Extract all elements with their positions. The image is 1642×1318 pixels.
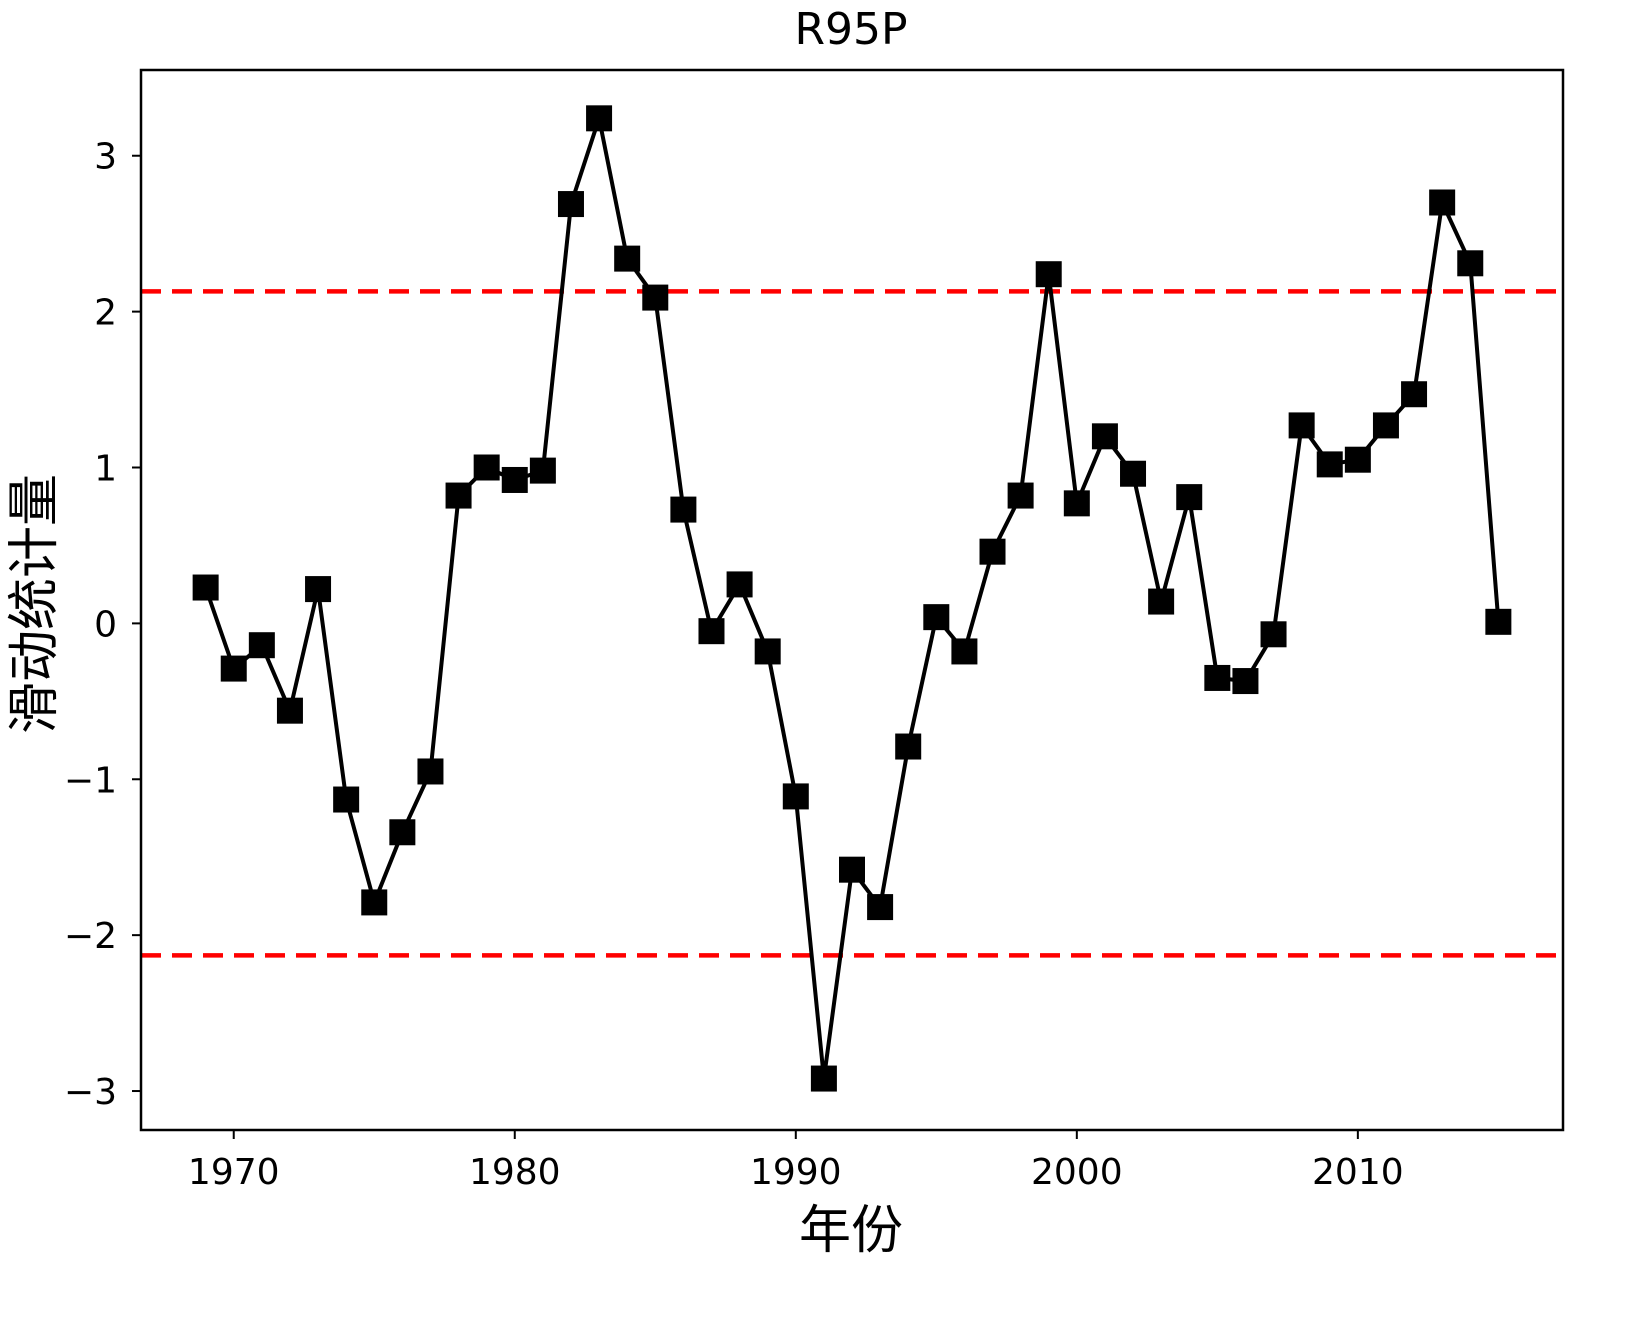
data-point-1984: [614, 245, 641, 272]
data-point-1981: [529, 457, 556, 484]
data-point-1980: [501, 466, 528, 493]
data-point-2004: [1176, 484, 1203, 511]
data-point-2005: [1204, 664, 1231, 691]
data-point-1969: [192, 574, 219, 601]
data-point-1978: [445, 482, 472, 509]
x-tick-label: 2000: [1031, 1152, 1123, 1193]
data-point-2007: [1260, 621, 1287, 648]
data-point-1999: [1035, 261, 1062, 288]
y-axis: −3 −2 −1 0 1 2 3: [64, 137, 141, 1113]
data-point-1976: [389, 819, 416, 846]
data-point-1979: [473, 454, 500, 481]
x-axis-title: 年份: [799, 1201, 903, 1261]
data-point-1986: [670, 496, 697, 523]
data-point-2010: [1344, 446, 1371, 473]
data-point-2012: [1401, 381, 1428, 408]
data-point-1987: [698, 618, 725, 645]
data-point-1998: [1007, 482, 1034, 509]
data-point-1996: [951, 638, 978, 665]
data-point-2002: [1120, 460, 1147, 487]
data-point-2008: [1288, 412, 1315, 439]
data-point-1975: [361, 889, 388, 916]
y-axis-title: 滑动统计量: [5, 474, 65, 734]
threshold-lines: [141, 289, 1563, 958]
data-point-2011: [1372, 412, 1399, 439]
data-point-2003: [1148, 588, 1175, 615]
x-tick-label: 1970: [188, 1152, 280, 1193]
data-series: [192, 105, 1512, 1092]
y-tick-label: −2: [64, 916, 117, 957]
data-point-2006: [1232, 668, 1259, 695]
y-tick-label: −1: [64, 760, 117, 801]
x-tick-label: 2010: [1312, 1152, 1404, 1193]
y-tick-label: 3: [94, 137, 117, 178]
chart-title: R95P: [794, 4, 907, 55]
data-point-1983: [586, 105, 613, 132]
data-point-2009: [1316, 451, 1343, 478]
y-tick-label: 2: [94, 293, 117, 334]
data-point-1972: [276, 697, 303, 724]
y-tick-label: 0: [94, 604, 117, 645]
data-point-1977: [417, 758, 444, 785]
data-point-1970: [220, 655, 247, 682]
data-point-1974: [333, 786, 360, 813]
data-point-2000: [1063, 490, 1090, 517]
x-tick-label: 1980: [469, 1152, 561, 1193]
x-axis: 1970 1980 1990 2000 2010: [188, 1130, 1404, 1193]
data-point-1992: [839, 856, 865, 883]
data-point-1988: [726, 571, 753, 598]
data-point-1985: [642, 284, 669, 311]
data-point-2001: [1091, 423, 1118, 450]
data-point-1971: [248, 632, 275, 659]
data-point-2015: [1485, 608, 1512, 635]
data-point-1990: [782, 783, 809, 810]
plot-frame: [139, 68, 1565, 1132]
data-point-1994: [895, 733, 922, 760]
data-point-1982: [557, 191, 584, 218]
y-tick-label: −3: [64, 1072, 117, 1113]
data-point-1991: [810, 1065, 837, 1092]
data-point-1997: [979, 538, 1006, 565]
data-point-2013: [1429, 189, 1456, 216]
data-point-1989: [754, 638, 781, 665]
y-tick-label: 1: [94, 449, 117, 490]
x-tick-label: 1990: [750, 1152, 842, 1193]
data-point-1973: [305, 576, 332, 603]
data-point-1993: [867, 894, 894, 921]
data-point-1995: [923, 604, 950, 631]
data-point-2014: [1457, 250, 1484, 277]
